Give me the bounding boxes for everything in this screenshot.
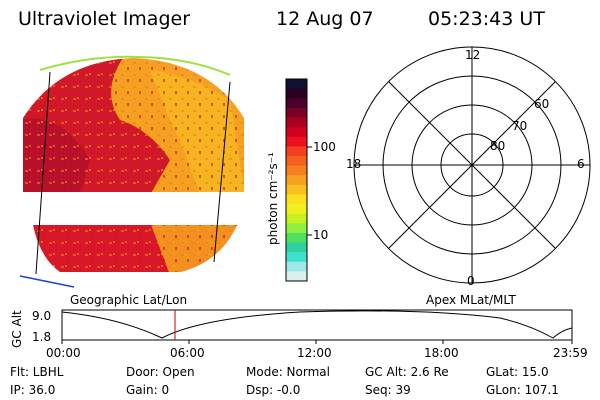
- colorbar-band: [286, 271, 307, 282]
- altitude-y-tick-1-8: 1.8: [32, 330, 52, 344]
- time-tick-0000: 00:00: [46, 346, 81, 360]
- colorbar-band: [286, 107, 307, 118]
- colorbar-band: [286, 242, 307, 253]
- colorbar-band: [286, 261, 307, 272]
- mlt-label-12: 12: [465, 48, 481, 62]
- altitude-curve: [61, 310, 573, 339]
- uvi-image-top: [23, 58, 244, 192]
- altitude-axis-label: GC Alt: [10, 310, 24, 348]
- dsp-info: Dsp: -0.0: [246, 383, 301, 397]
- coastline-segment: [19, 275, 75, 288]
- colorbar-band: [286, 165, 307, 176]
- colorbar-band: [286, 136, 307, 147]
- app-title: Ultraviolet Imager: [18, 8, 191, 30]
- apex-label: Apex MLat/MLT: [426, 293, 516, 307]
- colorbar-band: [286, 194, 307, 205]
- colorbar-band: [286, 175, 307, 186]
- terminator-edge: [39, 55, 231, 76]
- colorbar-frame: [285, 78, 308, 282]
- meridian-line-right: [213, 81, 231, 263]
- mlt-label-18: 18: [346, 157, 362, 171]
- colorbar-band: [286, 204, 307, 215]
- colorbar-label-100: 100: [313, 140, 336, 154]
- date-label: 12 Aug 07: [276, 8, 374, 30]
- lat-label-80: 80: [490, 139, 506, 153]
- mode-info: Mode: Normal: [246, 365, 330, 379]
- colorbar-band: [286, 155, 307, 167]
- meridian-line-left: [35, 71, 51, 275]
- colorbar-band: [286, 88, 307, 99]
- colorbar-band: [286, 79, 307, 90]
- ip-info: IP: 36.0: [10, 383, 56, 397]
- glon-info: GLon: 107.1: [486, 383, 559, 397]
- gc-alt-info: GC Alt: 2.6 Re: [365, 365, 449, 379]
- polar-diagonal-2: [388, 81, 556, 249]
- altitude-y-tick-9: 9.0: [32, 309, 52, 323]
- colorbar-band: [286, 117, 307, 128]
- time-tick-0600: 06:00: [170, 346, 205, 360]
- colorbar-band: [286, 213, 307, 224]
- colorbar-band: [286, 252, 307, 263]
- time-tick-1200: 12:00: [297, 346, 332, 360]
- uvi-image-bottom: [33, 225, 237, 272]
- colorbar-band: [286, 146, 307, 157]
- colorbar-label-10: 10: [313, 228, 329, 242]
- colorbar-band: [286, 98, 307, 109]
- mlt-label-0: 0: [467, 274, 475, 288]
- colorbar-unit-label: photon cm⁻²s⁻¹: [266, 152, 280, 245]
- colorbar-band: [286, 184, 307, 195]
- gain-info: Gain: 0: [126, 383, 170, 397]
- altitude-plot-frame: [61, 309, 573, 341]
- colorbar-band: [286, 127, 307, 138]
- polar-plot: [353, 46, 591, 284]
- time-tick-1800: 18:00: [424, 346, 459, 360]
- lat-label-60: 60: [534, 97, 550, 111]
- colorbar-band: [286, 232, 307, 244]
- lat-label-70: 70: [512, 119, 528, 133]
- seq-info: Seq: 39: [365, 383, 411, 397]
- geographic-label: Geographic Lat/Lon: [70, 293, 188, 307]
- glat-info: GLat: 15.0: [486, 365, 549, 379]
- mlt-label-6: 6: [577, 157, 585, 171]
- colorbar: [286, 79, 307, 282]
- filter-info: Flt: LBHL: [10, 365, 64, 379]
- colorbar-band: [286, 223, 307, 234]
- time-label: 05:23:43 UT: [428, 8, 545, 30]
- door-info: Door: Open: [126, 365, 195, 379]
- time-tick-2359: 23:59: [553, 346, 588, 360]
